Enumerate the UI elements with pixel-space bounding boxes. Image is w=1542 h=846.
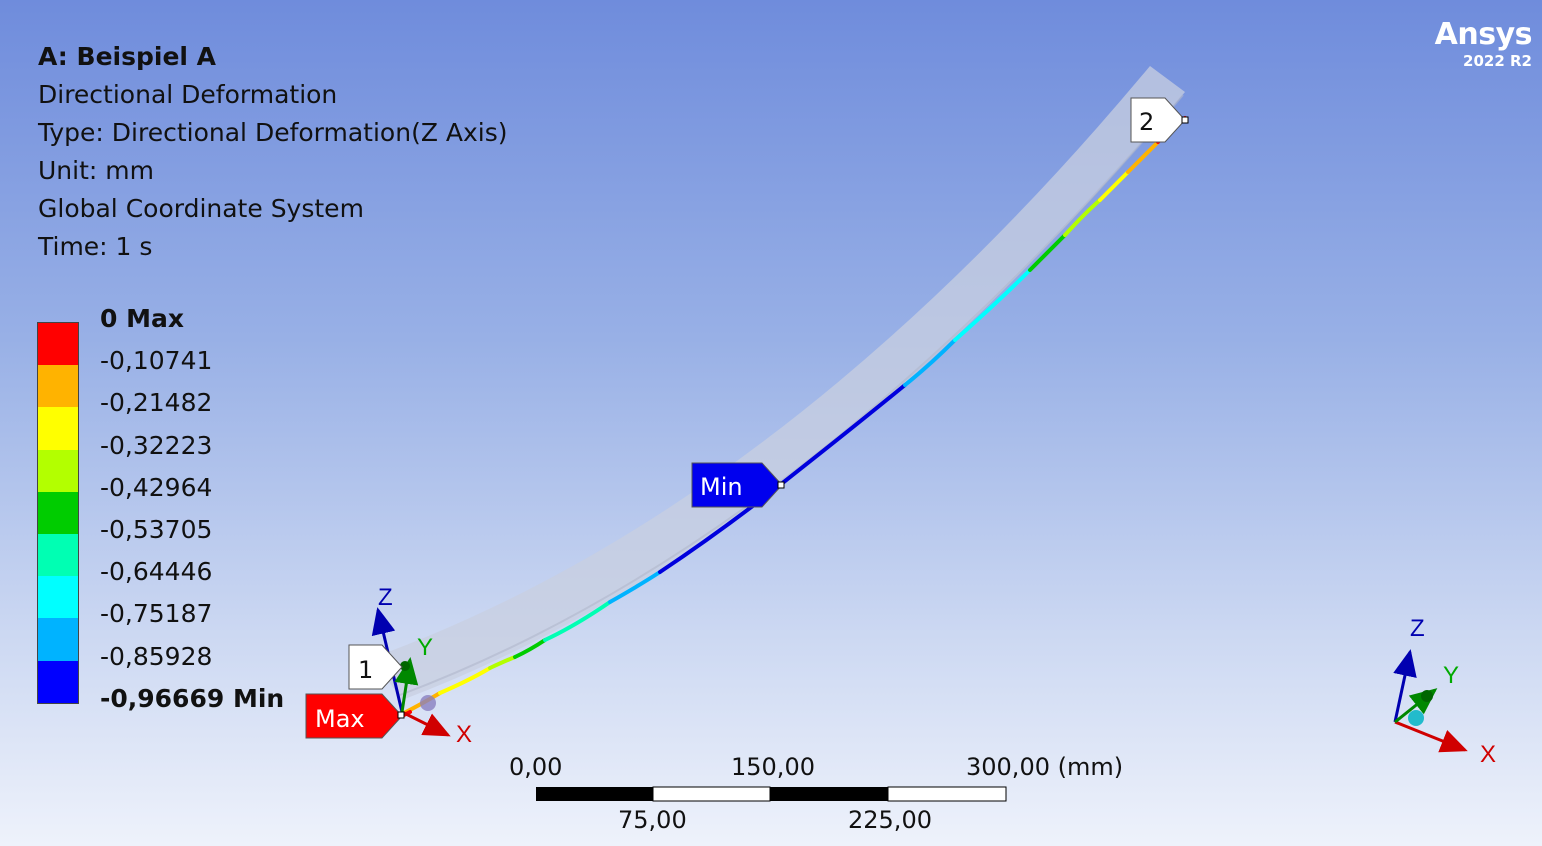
legend-band — [38, 618, 78, 661]
result-time: Time: 1 s — [38, 232, 153, 261]
legend-label: -0,64446 — [100, 557, 213, 587]
local-y-label: Y — [417, 634, 433, 661]
result-name: Directional Deformation — [38, 80, 338, 109]
point-2-probe[interactable]: 2 — [1130, 97, 1189, 143]
legend-label: -0,75187 — [100, 599, 213, 629]
coordinate-system: Global Coordinate System — [38, 194, 364, 223]
legend-band — [38, 533, 78, 577]
point-1-label: 1 — [358, 656, 373, 684]
result-type: Type: Directional Deformation(Z Axis) — [38, 118, 508, 147]
legend-label: -0,21482 — [100, 388, 213, 418]
global-z-label: Z — [1410, 615, 1425, 642]
min-probe[interactable]: Min — [691, 462, 785, 508]
scale-label-300: 300,00 (mm) — [966, 753, 1124, 781]
max-probe[interactable]: Max — [305, 693, 405, 739]
model-title: A: Beispiel A — [38, 42, 217, 71]
legend-band — [38, 365, 78, 408]
legend-band — [38, 449, 78, 492]
undeformed-beam-body — [372, 66, 1185, 700]
result-info-panel: A: Beispiel A Directional Deformation Ty… — [38, 38, 508, 266]
legend-label: -0,53705 — [100, 515, 213, 544]
legend-band — [38, 660, 78, 703]
legend-label: -0,32223 — [100, 430, 213, 460]
local-x-label: X — [456, 721, 472, 748]
deformed-beam-contour — [400, 116, 1187, 718]
result-unit: Unit: mm — [38, 156, 154, 185]
logo-name: Ansys — [1434, 17, 1533, 52]
point-2-label: 2 — [1139, 108, 1154, 136]
legend-band — [38, 323, 78, 366]
scale-label-75: 75,00 — [618, 806, 687, 834]
scale-label-150: 150,00 — [731, 753, 815, 781]
ansys-logo: Ansys 2022 R2 — [1434, 17, 1533, 71]
global-y-label: Y — [1443, 662, 1459, 689]
logo-version: 2022 R2 — [1463, 52, 1532, 70]
local-z-label: Z — [378, 584, 393, 611]
color-legend[interactable] — [37, 322, 79, 704]
legend-band — [38, 491, 78, 534]
legend-label: -0,10741 — [100, 346, 213, 376]
global-x-label: X — [1480, 741, 1496, 768]
legend-band — [38, 407, 78, 450]
min-probe-label: Min — [700, 473, 743, 501]
legend-label: -0,42964 — [100, 472, 213, 502]
legend-label: -0,96669 Min — [100, 683, 285, 713]
scale-label-225: 225,00 — [848, 806, 932, 834]
point-1-probe[interactable]: 1 — [348, 644, 403, 690]
max-probe-label: Max — [315, 705, 365, 733]
origin-marker — [420, 695, 436, 711]
global-axis-triad[interactable]: Z Y X — [1393, 615, 1496, 768]
legend-label: 0 Max — [100, 304, 184, 333]
legend-band — [38, 576, 78, 619]
scale-bar — [536, 786, 1007, 802]
scale-label-0: 0,00 — [509, 753, 563, 781]
legend-label: -0,85928 — [100, 641, 213, 671]
